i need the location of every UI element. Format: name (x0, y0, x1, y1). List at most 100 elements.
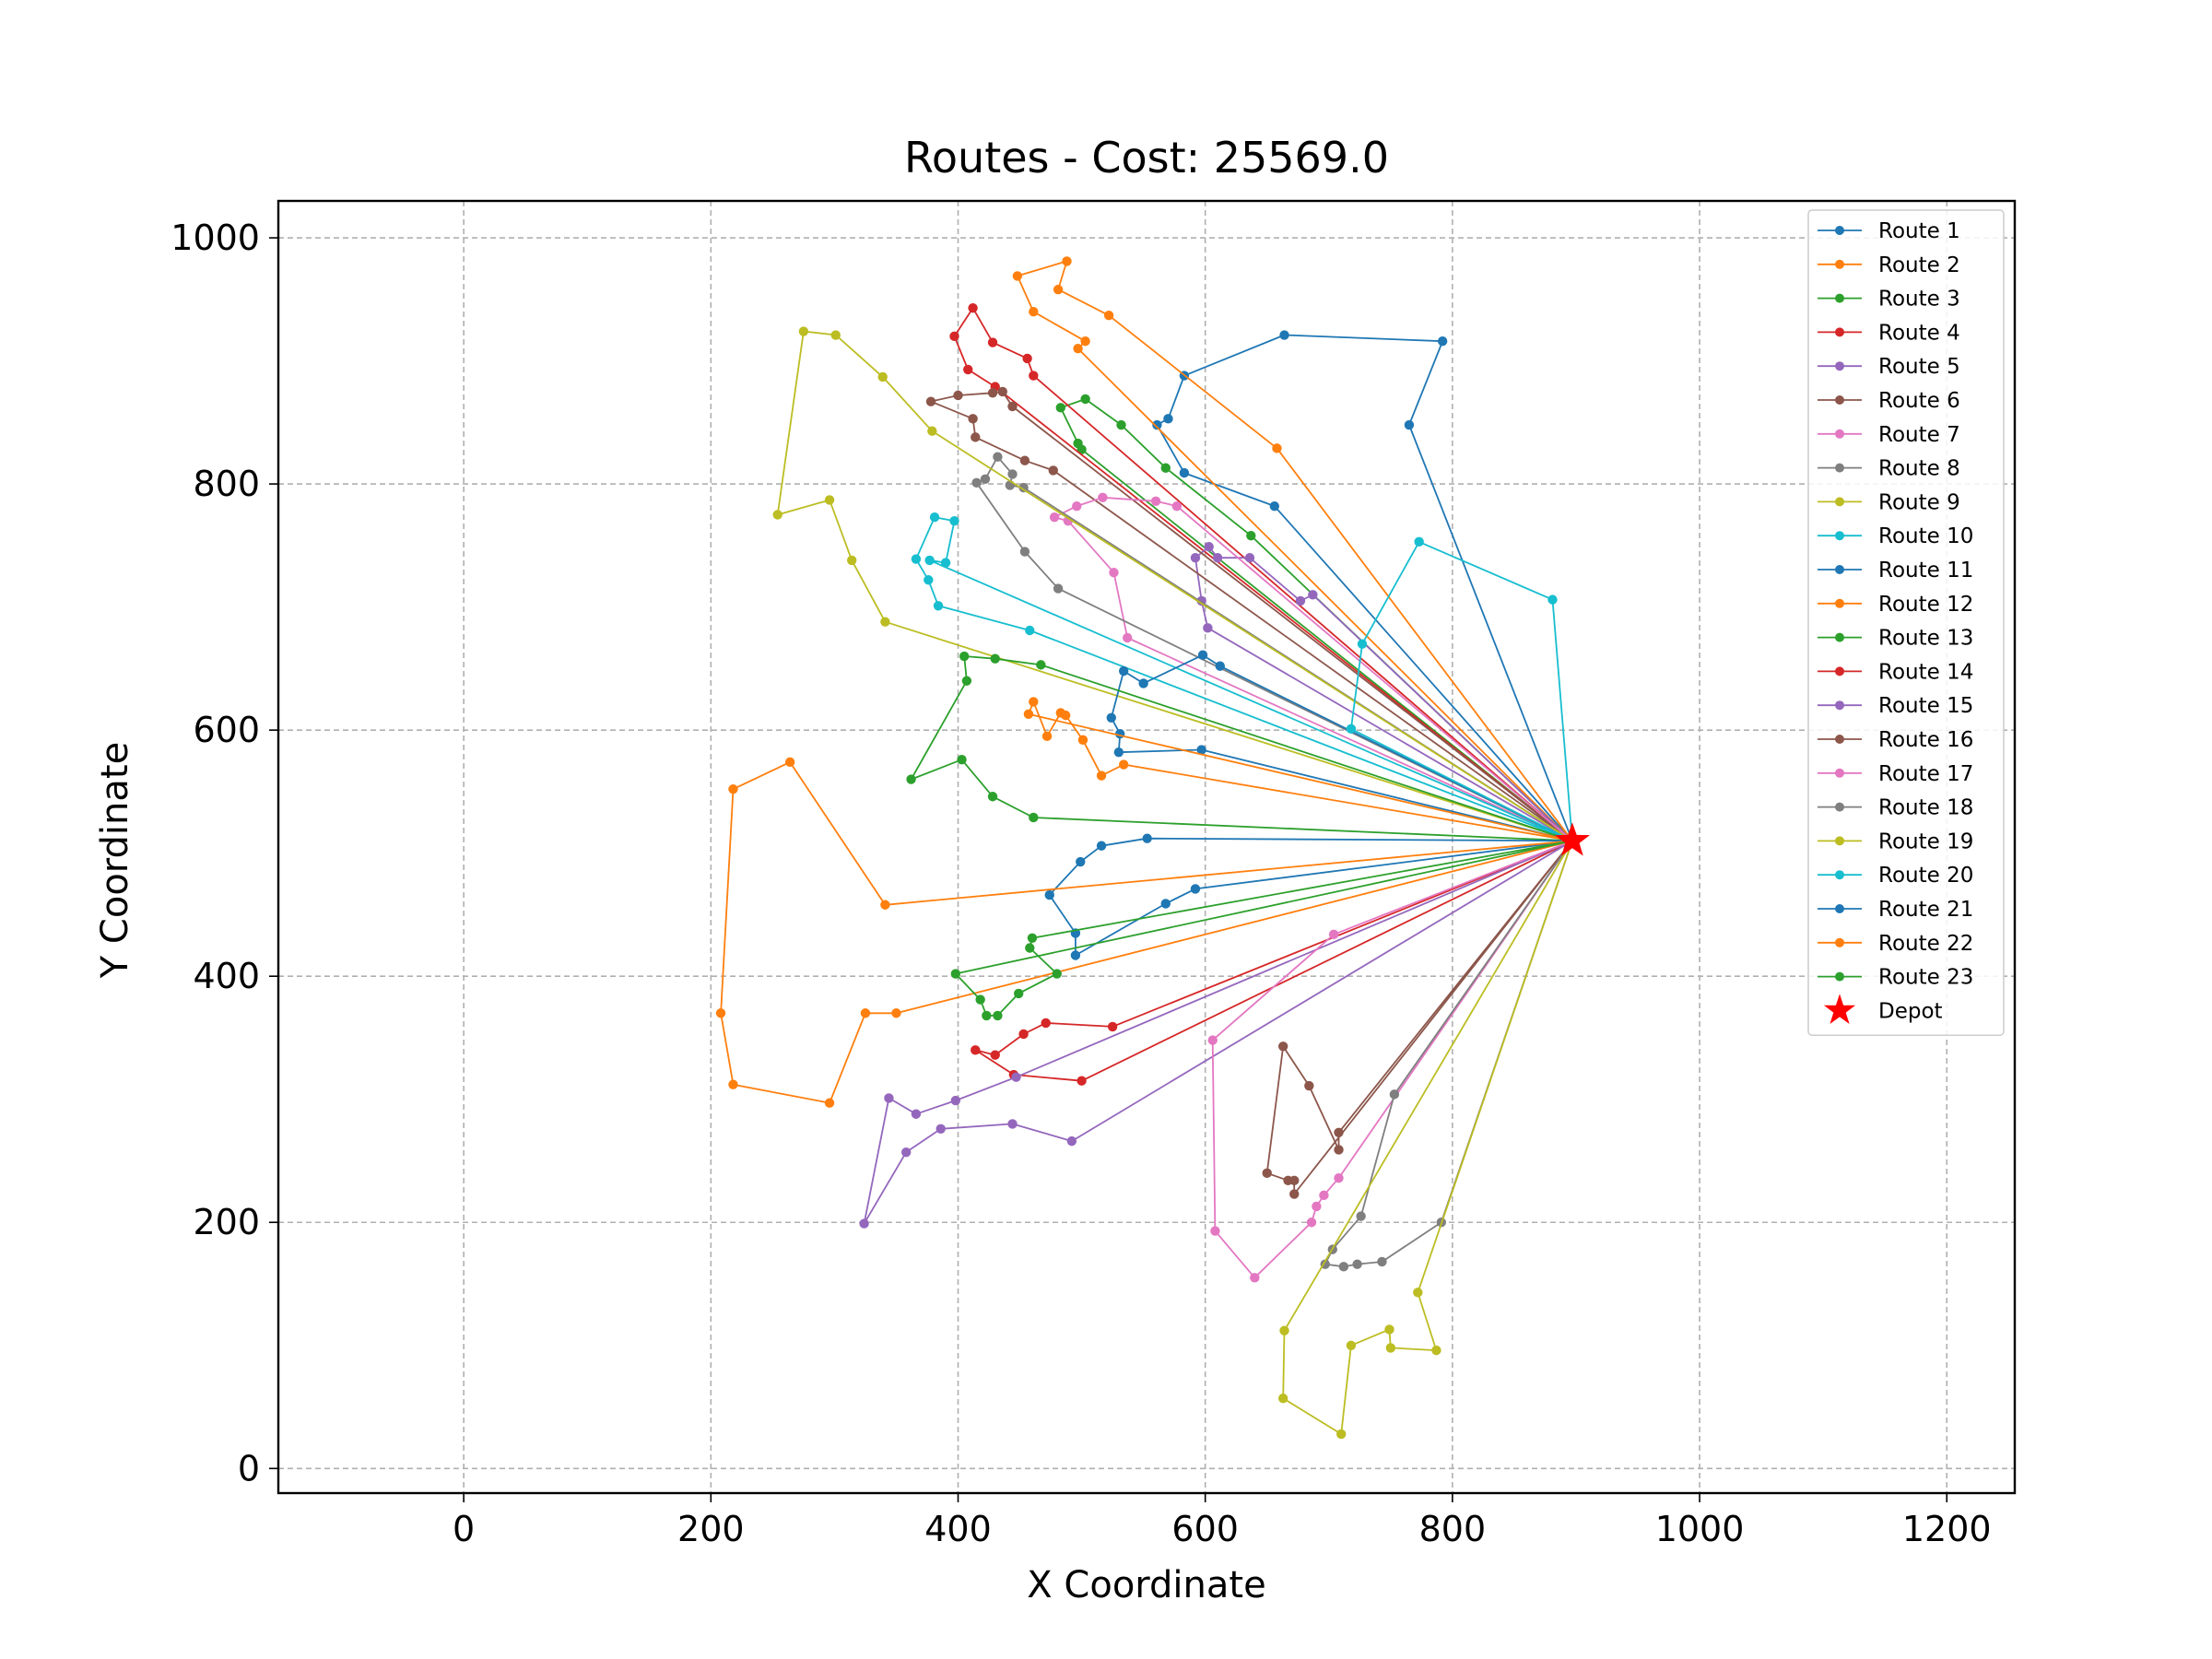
route-point (1077, 735, 1088, 746)
legend-entry: Route 19 (1818, 830, 1973, 853)
legend-label: Route 21 (1878, 898, 1973, 922)
route-point (1073, 344, 1083, 354)
route-line (1110, 653, 1573, 842)
legend-label: Route 6 (1878, 389, 1960, 413)
x-tick-label: 1000 (1655, 1509, 1745, 1549)
route-point (971, 477, 982, 488)
grid-lines (278, 201, 2015, 1493)
route-line (1350, 541, 1573, 842)
route-point (982, 1010, 992, 1021)
legend-label: Route 9 (1878, 490, 1960, 514)
route-point (1062, 256, 1072, 266)
route-point (957, 754, 967, 765)
route-point (1142, 833, 1152, 843)
route-point (1150, 496, 1161, 506)
route-point (1114, 728, 1125, 739)
legend-depot-marker (1823, 994, 1856, 1024)
route-point (1431, 1345, 1441, 1356)
legend-label: Route 2 (1878, 253, 1960, 277)
route-point (1138, 678, 1148, 688)
route-point (1007, 469, 1018, 479)
route-point (1196, 745, 1206, 755)
legend-marker (1835, 429, 1844, 439)
route-series-12 (1023, 697, 1578, 846)
route-point (1389, 1089, 1400, 1100)
route-point (1308, 590, 1318, 600)
route-point (1041, 1018, 1051, 1029)
route-point (1019, 455, 1030, 465)
legend-label: Route 5 (1878, 355, 1960, 379)
legend-entry: Route 15 (1818, 694, 1973, 718)
route-line (1053, 496, 1573, 842)
route-point (1025, 625, 1035, 636)
route-line (954, 840, 1573, 1017)
legend-entry: Route 7 (1818, 423, 1960, 447)
route-point (1113, 747, 1124, 758)
route-point (1012, 271, 1023, 281)
legend-entry: Route 22 (1818, 932, 1973, 956)
route-point (929, 512, 940, 523)
route-point (949, 515, 959, 526)
legend-entry: Route 16 (1818, 728, 1973, 752)
axis-ticks: 0 200 400 600 800 1000 1200 0 200 400 600 800 1000 (171, 218, 1991, 1549)
route-point (1096, 771, 1107, 781)
route-point (1123, 632, 1133, 643)
route-point (1377, 1256, 1387, 1267)
legend-label: Route 23 (1878, 966, 1973, 990)
legend-entry: Route 20 (1818, 864, 1973, 888)
route-point (1118, 665, 1129, 677)
route-point (1029, 812, 1039, 823)
route-point (987, 792, 998, 802)
route-point (1197, 650, 1208, 660)
route-point (1022, 353, 1032, 364)
route-point (824, 495, 835, 505)
route-point (1014, 988, 1024, 999)
route-point (1204, 542, 1214, 552)
route-point (784, 757, 795, 768)
route-point (953, 390, 963, 401)
route-point (924, 575, 934, 585)
legend-label: Route 19 (1878, 830, 1973, 853)
legend-marker (1835, 870, 1844, 880)
route-point (1547, 594, 1558, 605)
route-point (1334, 1127, 1344, 1137)
route-point (1018, 482, 1029, 493)
route-point (1106, 712, 1116, 723)
route-point (1029, 306, 1039, 317)
route-point (1334, 1145, 1344, 1155)
route-point (961, 676, 972, 686)
y-axis-label: Y Coordinate (94, 742, 136, 979)
legend-entry: Route 18 (1818, 796, 1973, 820)
route-point (1072, 500, 1082, 512)
legend-label: Route 1 (1878, 219, 1960, 243)
route-point (1190, 884, 1201, 894)
legend-entry: Route 14 (1818, 660, 1973, 684)
x-tick-label: 200 (677, 1509, 745, 1549)
route-point (1277, 1041, 1288, 1052)
route-line (915, 516, 1573, 842)
x-tick-label: 400 (924, 1509, 992, 1549)
route-point (1338, 1262, 1349, 1272)
route-point (1077, 1076, 1087, 1086)
route-point (1244, 553, 1255, 563)
legend-marker (1835, 497, 1844, 507)
x-tick-label: 1200 (1902, 1509, 1992, 1549)
route-point (1007, 401, 1018, 412)
route-point (1066, 1135, 1077, 1147)
route-point (1304, 1080, 1314, 1091)
y-tick-label: 200 (193, 1202, 260, 1242)
route-point (715, 1008, 726, 1018)
route-point (1346, 724, 1357, 735)
route-point (1160, 463, 1171, 473)
legend-marker (1835, 904, 1844, 913)
route-point (900, 1147, 912, 1158)
route-point (940, 558, 951, 568)
route-point (990, 1050, 1000, 1060)
route-point (1171, 500, 1182, 512)
route-point (1053, 583, 1064, 594)
chart-title: Routes - Cost: 25569.0 (904, 133, 1389, 182)
route-point (1103, 310, 1114, 321)
route-line (1017, 260, 1573, 841)
route-point (1437, 336, 1448, 347)
legend: Route 1 Route 2 Route 3 Route 4 Route 5 Route… (1807, 209, 2005, 1036)
